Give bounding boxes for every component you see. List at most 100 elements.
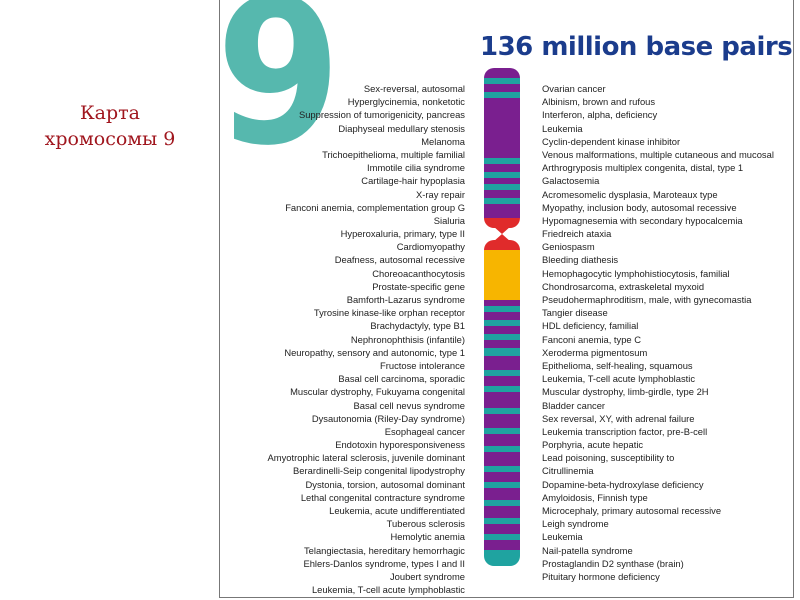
disorder-label-right: Dopamine-beta-hydroxylase deficiency: [542, 478, 704, 490]
disorder-label-left: Leukemia, acute undifferentiated: [329, 505, 465, 516]
chromosome-band: [484, 446, 520, 452]
disorder-label-right: Amyloidosis, Finnish type: [542, 491, 648, 503]
chromosome-band: [484, 408, 520, 414]
disorder-label-right: Albinism, brown and rufous: [542, 96, 656, 108]
disorder-label-right: Bladder cancer: [542, 399, 606, 411]
disorder-label-left: Ehlers-Danlos syndrome, types I and II: [303, 557, 465, 569]
chromosome-band: [484, 534, 520, 540]
disorder-label-right: Fanconi anemia, type C: [542, 333, 642, 345]
chromosome-band: [484, 326, 520, 334]
disorder-label-left: Immotile cilia syndrome: [367, 162, 465, 174]
chromosome-band: [484, 78, 520, 84]
disorder-label-left: Neuropathy, sensory and autonomic, type …: [284, 346, 465, 358]
disorder-label-left: Prostate-specific gene: [372, 280, 465, 292]
chromosome-number: 9: [219, 0, 342, 190]
disorder-label-right: Leukemia, T-cell acute lymphoblastic: [542, 373, 696, 385]
chromosome-band: [484, 204, 520, 218]
chromosome-band: [484, 550, 520, 566]
chromosome-band: [484, 518, 520, 524]
disorder-label-left: Choreoacanthocytosis: [372, 267, 465, 279]
chromosome-band: [484, 184, 520, 190]
chromosome-band: [484, 164, 520, 172]
disorder-label-right: Muscular dystrophy, limb-girdle, type 2H: [542, 386, 709, 398]
disorder-label-right: Arthrogryposis multiplex congenita, dist…: [542, 162, 744, 174]
chromosome-band: [484, 190, 520, 198]
chromosome-band: [484, 524, 520, 534]
disorder-label-left: Sialuria: [433, 214, 465, 226]
chromosome-bands: [484, 68, 520, 566]
chromosome-band: [484, 500, 520, 506]
slide-title-line-2: хромосомы 9: [44, 128, 176, 150]
right-disorder-list: Ovarian cancer Albinism, brown and rufous…: [542, 82, 790, 583]
disorder-label-right: Interferon, alpha, deficiency: [542, 109, 658, 121]
disorder-label-left: X-ray repair: [416, 188, 465, 200]
disorder-label-right: Hypomagnesemia with secondary hypocalcem…: [542, 214, 743, 226]
disorder-label-right: Pseudohermaphroditism, male, with gyneco…: [542, 294, 752, 305]
left-disorder-list: Sex-reversal, autosomal Hyperglycinemia, …: [238, 82, 465, 596]
chromosome-map-figure: 9 136 million base pairs Sex-reversal, a…: [219, 0, 794, 598]
disorder-label-left: Hyperoxaluria, primary, type II: [340, 228, 465, 240]
disorder-label-right: Porphyria, acute hepatic: [542, 439, 644, 451]
disorder-label-right: Leukemia: [542, 531, 583, 543]
centromere: [484, 218, 520, 250]
chromosome-band: [484, 348, 520, 356]
disorder-label-right: Myopathy, inclusion body, autosomal rece…: [542, 201, 737, 213]
heterochromatin-band: [484, 250, 520, 300]
disorder-label-right: Cyclin-dependent kinase inhibitor: [542, 135, 681, 147]
disorder-label-left: Hemolytic anemia: [390, 531, 465, 543]
disorder-label-right: Nail-patella syndrome: [542, 544, 633, 556]
disorder-label-left: Cardiomyopathy: [396, 241, 465, 253]
disorder-label-left: Deafness, autosomal recessive: [334, 254, 465, 266]
chromosome-band: [484, 506, 520, 518]
chromosome-band: [484, 340, 520, 348]
disorder-label-right: Friedreich ataxia: [542, 228, 612, 240]
disorder-label-right: Chondrosarcoma, extraskeletal myxoid: [542, 280, 705, 292]
disorder-label-left: Hyperglycinemia, nonketotic: [347, 96, 465, 108]
disorder-label-left: Fructose intolerance: [380, 359, 465, 371]
chromosome-band: [484, 68, 520, 78]
disorder-label-right: Hemophagocytic lymphohistiocytosis, fami…: [542, 267, 730, 279]
disorder-label-left: Amyotrophic lateral sclerosis, juvenile …: [267, 452, 465, 464]
chromosome-band: [484, 178, 520, 184]
disorder-label-right: Citrullinemia: [542, 465, 594, 477]
chromosome-band: [484, 428, 520, 434]
disorder-label-right: Lead poisoning, susceptibility to: [542, 452, 675, 464]
disorder-label-right: Tangier disease: [542, 307, 608, 319]
chromosome-band: [484, 306, 520, 312]
disorder-label-left: Tyrosine kinase-like orphan receptor: [313, 307, 465, 319]
disorder-label-right: Epithelioma, self-healing, squamous: [542, 359, 693, 371]
chromosome-band: [484, 98, 520, 158]
disorder-label-left: Fanconi anemia, complementation group G: [285, 201, 465, 213]
disorder-label-right: Pituitary hormone deficiency: [542, 570, 660, 582]
chromosome-band: [484, 198, 520, 204]
chromosome-band: [484, 92, 520, 98]
disorder-label-right: Geniospasm: [542, 241, 595, 253]
disorder-label-right: Galactosemia: [542, 175, 600, 187]
chromosome-band: [484, 370, 520, 376]
chromosome-band: [484, 356, 520, 370]
disorder-label-left: Basal cell carcinoma, sporadic: [338, 373, 465, 385]
disorder-label-right: Acromesomelic dysplasia, Maroteaux type: [542, 188, 718, 200]
disorder-label-right: Sex reversal, XY, with adrenal failure: [542, 412, 695, 424]
base-pairs-label: 136 million base pairs: [480, 32, 793, 62]
disorder-label-left: Muscular dystrophy, Fukuyama congenital: [290, 386, 465, 398]
chromosome-band: [484, 158, 520, 164]
disorder-label-left: Lethal congenital contracture syndrome: [300, 491, 465, 503]
disorder-label-left: Berardinelli-Seip congenital lipodystrop…: [293, 465, 465, 477]
chromosome-band: [484, 540, 520, 550]
chromosome-band: [484, 482, 520, 488]
chromosome-band: [484, 172, 520, 178]
disorder-label-left: Joubert syndrome: [389, 570, 465, 582]
disorder-label-right: Leigh syndrome: [542, 518, 609, 530]
disorder-label-left: Telangiectasia, hereditary hemorrhagic: [303, 544, 465, 556]
chromosome-band: [484, 466, 520, 472]
disorder-label-left: Nephronophthisis (infantile): [350, 333, 465, 345]
disorder-label-left: Leukemia, T-cell acute lymphoblastic: [311, 584, 465, 596]
disorder-label-left: Tuberous sclerosis: [386, 518, 465, 530]
chromosome-band: [484, 434, 520, 446]
disorder-label-left: Melanoma: [421, 135, 465, 147]
chromosome-band: [484, 386, 520, 392]
disorder-label-right: HDL deficiency, familial: [542, 320, 639, 332]
chromosome-band: [484, 84, 520, 92]
chromosome-band: [484, 300, 520, 306]
